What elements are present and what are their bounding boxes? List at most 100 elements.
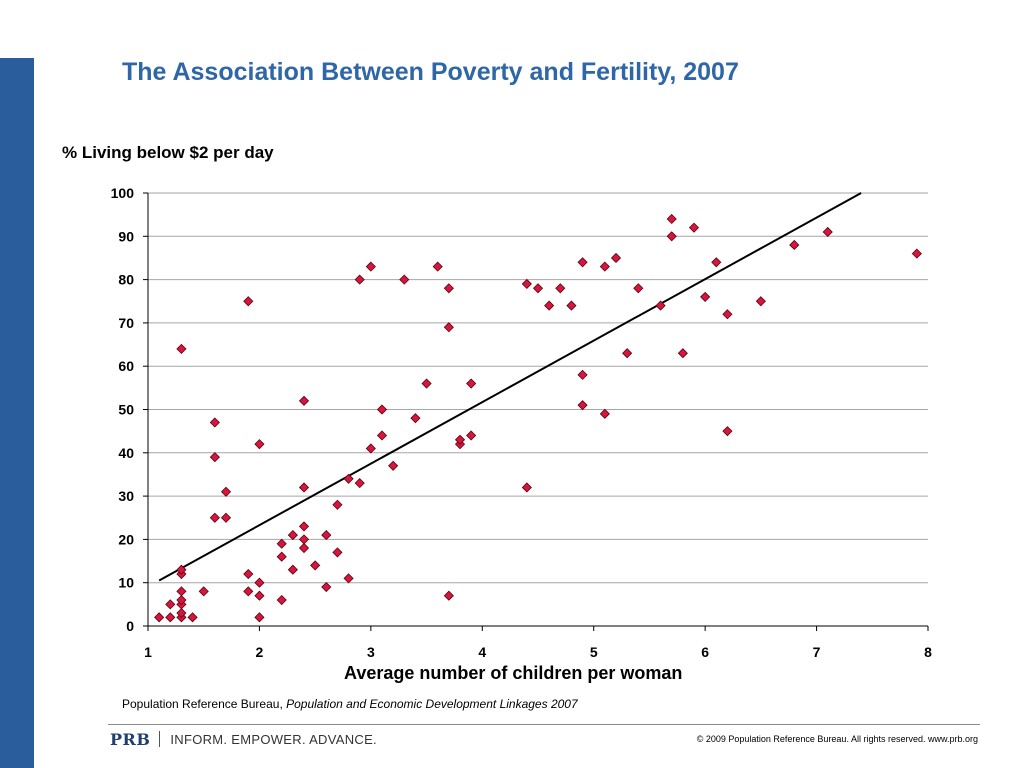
data-point [622,348,633,359]
data-point [655,300,666,311]
data-point [287,564,298,575]
y-tick-label: 60 [118,358,134,374]
data-point [566,300,577,311]
data-point [298,542,310,554]
data-point [254,612,265,623]
y-tick-label: 80 [118,272,134,288]
data-point [165,612,176,623]
footer-divider [108,724,980,725]
data-point [911,248,922,259]
data-point [577,369,588,380]
data-point [376,404,388,415]
x-tick-label: 3 [367,644,375,660]
data-point [276,594,287,606]
data-point [666,231,677,242]
prb-logo: PRB [110,729,151,749]
data-point [677,348,688,359]
data-point [187,612,198,623]
data-point [176,343,187,354]
data-point [700,291,711,302]
y-tick-label: 10 [118,575,134,591]
grid-lines [148,192,928,584]
x-tick-label: 4 [478,644,486,660]
x-tick-label: 8 [924,644,932,660]
data-point [755,296,766,307]
data-point [789,239,800,251]
data-point [298,534,310,545]
x-tick-label: 2 [256,644,264,660]
data-point [577,400,588,411]
data-point [688,222,700,233]
source-title: Population and Economic Development Link… [286,697,578,711]
data-point [343,473,354,484]
data-point [410,413,421,424]
data-point [354,274,365,285]
data-point [298,521,310,532]
axes [143,192,929,631]
trendline [158,192,862,582]
data-point [209,512,220,523]
data-point [633,283,644,294]
data-point [209,452,220,463]
data-point [599,408,610,419]
data-point [276,551,287,562]
data-point [209,417,220,428]
data-point [365,443,376,454]
data-point [176,586,187,597]
data-point [599,261,610,272]
data-point [822,226,833,238]
data-point [711,257,722,268]
data-point [276,538,287,549]
data-point [243,568,254,580]
data-point [610,252,622,264]
data-point [454,434,466,445]
data-point [254,577,265,588]
y-tick-label: 100 [111,185,135,201]
data-point [243,296,254,307]
data-point [432,261,443,272]
data-point [577,257,588,268]
data-point [332,499,343,510]
copyright-notice: © 2009 Population Reference Bureau. All … [696,734,978,744]
data-point [332,547,343,558]
brand-tagline: INFORM. EMPOWER. ADVANCE. [170,731,377,747]
data-point [287,530,298,541]
x-tick-label: 6 [701,644,709,660]
data-point [466,430,477,441]
x-tick-label: 1 [144,644,152,660]
y-tick-label: 0 [126,618,134,634]
data-points [154,213,922,623]
data-point [198,586,209,597]
data-point [310,560,321,571]
data-point [443,590,454,601]
data-point [555,283,566,294]
data-point [154,612,165,623]
data-point [421,378,432,389]
data-point [176,594,187,606]
source-prefix: Population Reference Bureau, [122,697,287,711]
data-point [176,564,187,575]
data-point [388,460,399,471]
data-point [321,530,332,541]
data-point [165,599,176,610]
data-point [254,590,265,601]
brand-separator [159,731,161,747]
y-tick-label: 50 [118,402,134,418]
data-point [321,581,332,593]
data-point [722,426,733,437]
y-tick-label: 70 [118,315,134,331]
data-point [443,283,454,294]
x-axis-label: Average number of children per woman [344,663,683,683]
tick-labels: 0 10 20 30 40 50 60 70 80 90 100 1 2 3 4 5 6 7 8 [111,185,932,660]
data-point [376,430,388,441]
y-tick-label: 90 [118,228,134,244]
y-tick-label: 40 [118,445,134,461]
data-point [544,300,555,311]
data-point [443,322,454,333]
data-point [466,378,477,389]
data-point [220,486,232,497]
data-point [722,309,733,320]
data-point [298,395,310,406]
data-point [399,274,410,285]
